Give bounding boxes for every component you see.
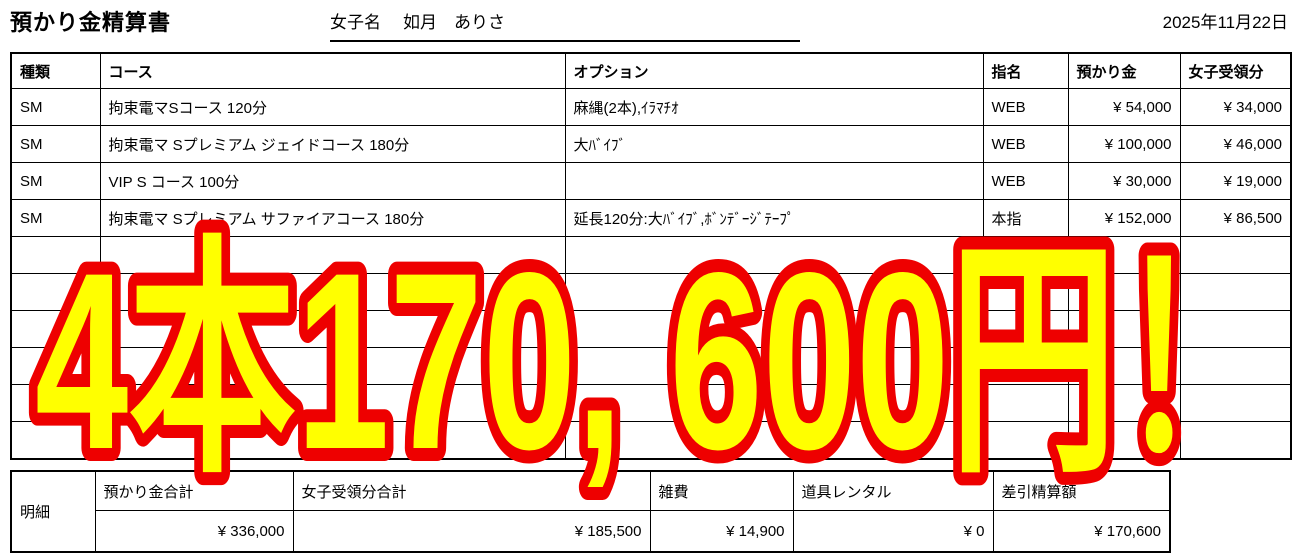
- col-header-girl-share: 女子受領分: [1179, 52, 1292, 89]
- empty-cell: [564, 236, 984, 274]
- summary-value-girl-share-total: ¥ 185,500: [292, 510, 651, 553]
- cell-nomination: 本指: [982, 199, 1069, 237]
- empty-cell: [1179, 310, 1292, 348]
- empty-cell: [10, 236, 101, 274]
- empty-cell: [564, 310, 984, 348]
- cell-option: 大ﾊﾞｲﾌﾞ: [564, 125, 984, 163]
- page-title: 預かり金精算書: [10, 10, 172, 35]
- empty-cell: [10, 384, 101, 422]
- table-row: SM 拘束電マSコース 120分 麻縄(2本),ｲﾗﾏﾁｵ WEB ¥ 54,0…: [10, 88, 1292, 126]
- empty-row: [10, 347, 1292, 385]
- cell-option: 麻縄(2本),ｲﾗﾏﾁｵ: [564, 88, 984, 126]
- empty-cell: [99, 310, 566, 348]
- empty-cell: [99, 273, 566, 311]
- empty-cell: [564, 384, 984, 422]
- empty-cell: [1067, 421, 1181, 460]
- empty-cell: [99, 236, 566, 274]
- summary-header-row: 明細 預かり金合計 女子受領分合計 雑費 道具レンタル 差引精算額: [10, 470, 1171, 553]
- empty-cell: [564, 273, 984, 311]
- summary-col-net-settlement: 差引精算額: [992, 470, 1171, 511]
- empty-row: [10, 273, 1292, 311]
- empty-cell: [99, 347, 566, 385]
- empty-cell: [1179, 347, 1292, 385]
- empty-cell: [1179, 273, 1292, 311]
- empty-cell: [1067, 273, 1181, 311]
- summary-value-deposit-total: ¥ 336,000: [94, 510, 294, 553]
- table-row: SM 拘束電マ Sプレミアム サファイアコース 180分 延長120分:大ﾊﾞｲ…: [10, 199, 1292, 237]
- col-header-course: コース: [99, 52, 566, 89]
- summary-col-misc-expense: 雑費: [649, 470, 794, 511]
- cell-nomination: WEB: [982, 125, 1069, 163]
- empty-cell: [99, 384, 566, 422]
- summary-value-tool-rental: ¥ 0: [792, 510, 994, 553]
- cell-course: 拘束電マ Sプレミアム サファイアコース 180分: [99, 199, 566, 237]
- empty-row: [10, 310, 1292, 348]
- empty-cell: [10, 273, 101, 311]
- empty-cell: [1179, 236, 1292, 274]
- empty-cell: [1067, 310, 1181, 348]
- empty-cell: [10, 310, 101, 348]
- empty-cell: [10, 421, 101, 460]
- cell-option: 延長120分:大ﾊﾞｲﾌﾞ,ﾎﾞﾝﾃﾞｰｼﾞﾃｰﾌﾟ: [564, 199, 984, 237]
- col-header-type: 種類: [10, 52, 101, 89]
- table-row: SM 拘束電マ Sプレミアム ジェイドコース 180分 大ﾊﾞｲﾌﾞ WEB ¥…: [10, 125, 1292, 163]
- empty-cell: [10, 347, 101, 385]
- empty-cell: [564, 347, 984, 385]
- deposit-table-header-row: 種類 コース オプション 指名 預かり金 女子受領分: [10, 52, 1292, 89]
- empty-cell: [982, 347, 1069, 385]
- col-header-option: オプション: [564, 52, 984, 89]
- empty-cell: [982, 273, 1069, 311]
- cell-deposit: ¥ 54,000: [1067, 88, 1181, 126]
- empty-cell: [982, 421, 1069, 460]
- summary-col-deposit-total: 預かり金合計: [94, 470, 294, 511]
- col-header-nomination: 指名: [982, 52, 1069, 89]
- summary-value-net-settlement: ¥ 170,600: [992, 510, 1171, 553]
- table-row: SM VIP S コース 100分 WEB ¥ 30,000 ¥ 19,000: [10, 162, 1292, 200]
- empty-cell: [1179, 421, 1292, 460]
- cell-deposit: ¥ 30,000: [1067, 162, 1181, 200]
- cell-type: SM: [10, 199, 101, 237]
- cell-girl-share: ¥ 19,000: [1179, 162, 1292, 200]
- summary-table: 明細 預かり金合計 女子受領分合計 雑費 道具レンタル 差引精算額 ¥ 336,…: [10, 470, 1171, 553]
- empty-row: [10, 236, 1292, 274]
- cell-type: SM: [10, 88, 101, 126]
- cell-nomination: WEB: [982, 162, 1069, 200]
- deposit-table: 種類 コース オプション 指名 預かり金 女子受領分 SM 拘束電マSコース 1…: [10, 52, 1292, 460]
- empty-cell: [564, 421, 984, 460]
- cell-course: 拘束電マSコース 120分: [99, 88, 566, 126]
- cell-course: 拘束電マ Sプレミアム ジェイドコース 180分: [99, 125, 566, 163]
- cell-girl-share: ¥ 86,500: [1179, 199, 1292, 237]
- empty-cell: [982, 310, 1069, 348]
- girl-name-value: 如月 ありさ: [403, 13, 505, 32]
- col-header-deposit: 預かり金: [1067, 52, 1181, 89]
- empty-row: [10, 384, 1292, 422]
- cell-girl-share: ¥ 34,000: [1179, 88, 1292, 126]
- cell-option: [564, 162, 984, 200]
- cell-nomination: WEB: [982, 88, 1069, 126]
- summary-value-misc-expense: ¥ 14,900: [649, 510, 794, 553]
- empty-cell: [99, 421, 566, 460]
- summary-row-label: 明細: [10, 470, 96, 553]
- document-date: 2025年11月22日: [1162, 13, 1288, 32]
- cell-course: VIP S コース 100分: [99, 162, 566, 200]
- empty-cell: [1179, 384, 1292, 422]
- cell-deposit: ¥ 100,000: [1067, 125, 1181, 163]
- empty-cell: [982, 384, 1069, 422]
- cell-type: SM: [10, 125, 101, 163]
- girl-name-label: 女子名: [330, 13, 381, 32]
- summary-col-girl-share-total: 女子受領分合計: [292, 470, 651, 511]
- empty-cell: [982, 236, 1069, 274]
- empty-cell: [1067, 236, 1181, 274]
- empty-cell: [1067, 347, 1181, 385]
- summary-col-tool-rental: 道具レンタル: [792, 470, 994, 511]
- cell-deposit: ¥ 152,000: [1067, 199, 1181, 237]
- empty-cell: [1067, 384, 1181, 422]
- cell-girl-share: ¥ 46,000: [1179, 125, 1292, 163]
- girl-name-field: 女子名 如月 ありさ: [330, 8, 800, 42]
- empty-row: [10, 421, 1292, 460]
- summary-value-row: ¥ 336,000 ¥ 185,500 ¥ 14,900 ¥ 0 ¥ 170,6…: [11, 510, 1171, 553]
- cell-type: SM: [10, 162, 101, 200]
